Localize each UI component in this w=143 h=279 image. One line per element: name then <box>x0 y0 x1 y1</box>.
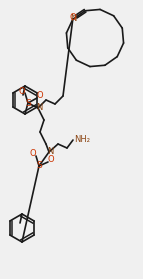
Text: O: O <box>70 13 76 22</box>
Text: O: O <box>37 92 43 100</box>
Text: O: O <box>48 155 54 165</box>
Text: N: N <box>71 14 77 23</box>
Text: N: N <box>36 104 42 112</box>
Text: O: O <box>30 150 36 158</box>
Text: S: S <box>36 162 42 170</box>
Text: N: N <box>47 148 53 157</box>
Text: O: O <box>19 86 25 95</box>
Text: S: S <box>25 98 31 107</box>
Text: NH₂: NH₂ <box>74 136 90 145</box>
